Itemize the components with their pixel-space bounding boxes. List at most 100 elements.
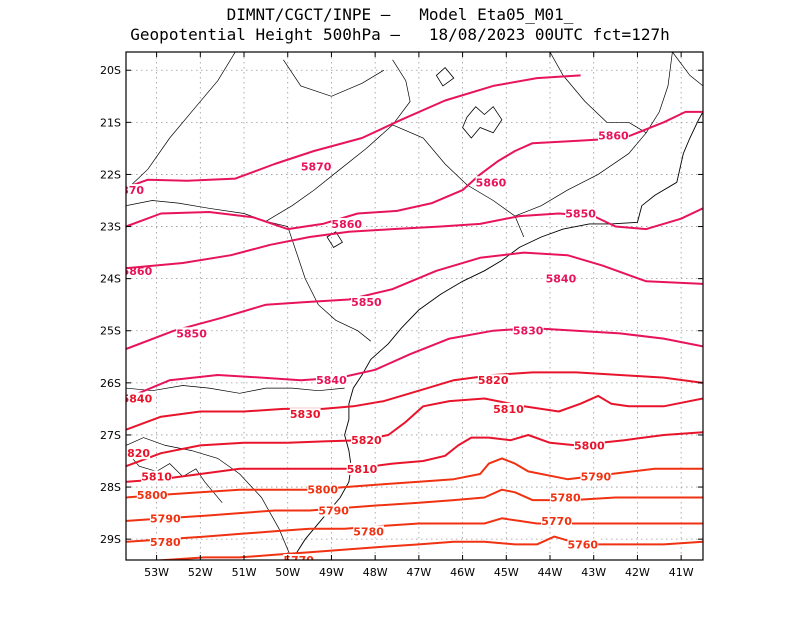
contour-label: 5790 [150, 512, 181, 525]
contour-label-backing [126, 447, 151, 460]
contour-label-backing [573, 439, 605, 452]
contour-label: 5810 [347, 463, 378, 476]
contour-label-backing [331, 217, 363, 230]
lon-tick-label: 41W [669, 566, 694, 579]
lon-tick-label: 44W [538, 566, 563, 579]
contour-label: 5790 [318, 505, 349, 518]
lon-tick-label: 48W [363, 566, 388, 579]
contour-label: 5760 [567, 538, 598, 551]
contour-label: 5830 [513, 325, 544, 338]
state-border [514, 52, 673, 217]
contour-label: 5780 [150, 536, 181, 549]
reservoir [462, 106, 503, 139]
graticule [126, 52, 703, 560]
state-border [549, 52, 647, 134]
contour-label: 5850 [351, 296, 382, 309]
contour-label: 5860 [331, 218, 362, 231]
lon-tick-label: 53W [144, 566, 169, 579]
lat-tick-label: 29S [100, 533, 121, 546]
state-border [126, 385, 345, 394]
lon-tick-label: 46W [450, 566, 475, 579]
contour-label-backing [493, 402, 524, 415]
contour-label: 5810 [141, 471, 172, 484]
contour-label-backing [549, 491, 581, 504]
state-border [126, 437, 293, 560]
contour-label-backing [477, 374, 509, 387]
contour-label-backing [126, 392, 153, 405]
contour-label: 5850 [565, 208, 596, 221]
map-frame [125, 51, 704, 561]
contour-label: 5820 [351, 434, 382, 447]
reservoir [435, 67, 455, 87]
contour-label: 5840 [546, 273, 577, 286]
lon-tick-label: 49W [319, 566, 344, 579]
lat-tick-label: 26S [100, 377, 121, 390]
contour-label: 5850 [176, 327, 207, 340]
contour-label: 870 [121, 184, 144, 197]
contour-label: 5870 [301, 161, 332, 174]
contour-label-backing [351, 296, 382, 309]
contour-5800 [126, 431, 703, 483]
state-border [126, 200, 372, 342]
contour-label-backing [512, 324, 544, 337]
contour-5830 [126, 327, 703, 400]
map-axes: 20S 21S 22S 23S 24S 25S 26S 27S 28S 29S 53W 52W 51W 5… [100, 52, 703, 579]
lon-tick-label: 43W [581, 566, 606, 579]
lon-tick-label: 50W [275, 566, 300, 579]
lat-tick-label: 28S [100, 481, 121, 494]
state-border [672, 52, 703, 87]
lat-tick-label: 20S [100, 64, 121, 77]
contour-label: 5780 [353, 525, 384, 538]
contour-label-backing [346, 462, 378, 475]
lat-tick-label: 22S [100, 168, 121, 181]
contour-label-backing [289, 408, 321, 421]
contour-5870 [126, 74, 581, 189]
title-line-2: Geopotential Height 500hPa – 18/08/2023 … [130, 25, 670, 44]
contour-label-backing [318, 504, 350, 517]
contour-label: 5770 [541, 515, 572, 528]
contour-label-backing [176, 327, 207, 340]
lon-tick-label: 51W [232, 566, 257, 579]
lat-tick-label: 21S [100, 116, 121, 129]
contour-label: 5770 [283, 554, 314, 567]
contour-5790 [126, 457, 703, 499]
geopotential-contours: 8705870586058605860586058505850585058405… [119, 74, 703, 567]
contour-label: 5860 [476, 176, 507, 189]
state-border [283, 59, 385, 97]
lat-tick-label: 24S [100, 273, 121, 286]
contour-label-backing [475, 176, 507, 189]
contour-label: 5800 [137, 489, 168, 502]
contour-label: 5810 [493, 403, 524, 416]
contour-label-backing [351, 434, 382, 447]
map-background [126, 52, 703, 560]
contour-label-backing [149, 535, 181, 548]
contour-label-backing [126, 184, 145, 197]
contour-label: 5820 [119, 447, 150, 460]
lat-tick-label: 23S [100, 221, 121, 234]
contour-label-backing [316, 374, 347, 387]
contour-label-backing [307, 483, 339, 496]
contour-label-backing [283, 554, 315, 560]
contour-label-backing [141, 470, 172, 483]
lon-tick-label: 42W [625, 566, 650, 579]
contour-label-backing [541, 514, 572, 527]
contour-label-backing [567, 538, 599, 551]
contour-label: 5780 [550, 491, 581, 504]
contour-label-backing [300, 160, 332, 173]
contour-label: 5830 [290, 408, 321, 421]
contour-label-backing [149, 512, 181, 525]
contour-label-backing [545, 272, 577, 285]
state-border [126, 450, 223, 503]
contour-label-backing [597, 129, 629, 142]
contour-5850 [126, 207, 703, 270]
contour-label-backing [580, 470, 612, 483]
contour-label: 5840 [122, 392, 153, 405]
lat-tick-label: 27S [100, 429, 121, 442]
coastline [291, 111, 703, 560]
contour-label: 5860 [598, 129, 629, 142]
contour-5770 [126, 517, 703, 543]
state-border [126, 52, 236, 191]
lon-tick-label: 52W [188, 566, 213, 579]
contour-5820 [126, 371, 703, 431]
